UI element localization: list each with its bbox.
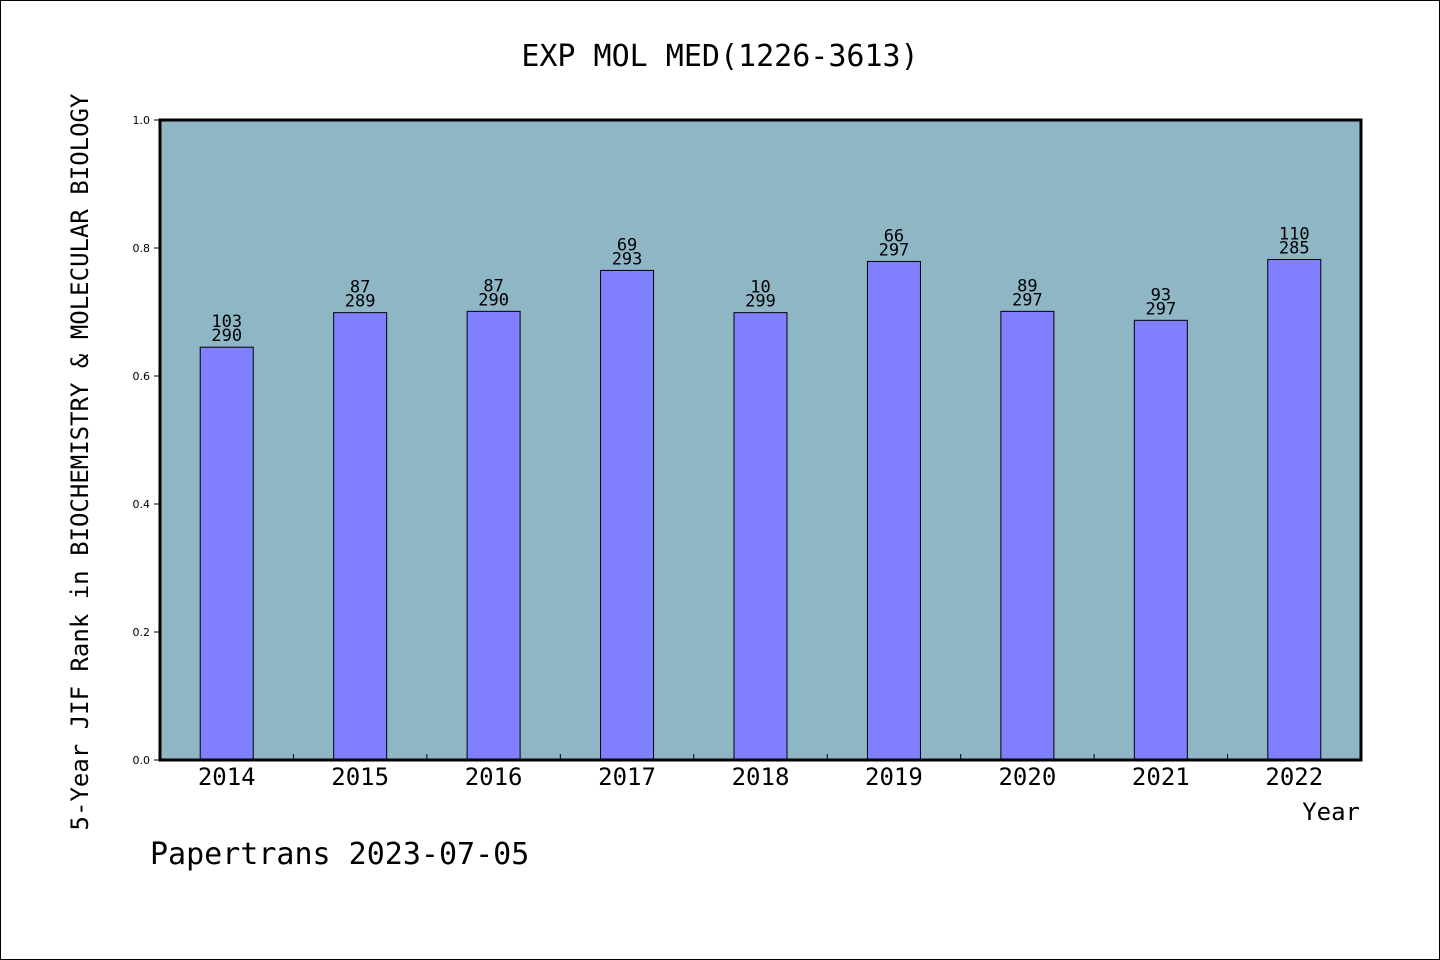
- bar-label-rank: 87: [350, 278, 370, 298]
- bar-label-total: 293: [612, 249, 643, 269]
- y-tick-label: 0.6: [133, 370, 151, 383]
- bar-label-total: 297: [879, 240, 910, 260]
- bar: [1000, 310, 1055, 761]
- bar-label-rank: 103: [211, 312, 242, 332]
- y-tick-label: 1.0: [133, 114, 151, 127]
- bar-label-total: 290: [211, 326, 242, 346]
- bar-label-rank: 69: [617, 235, 637, 255]
- y-tick-label: 0.8: [133, 242, 151, 255]
- bar: [866, 260, 921, 761]
- bar: [199, 346, 254, 761]
- x-tick-label: 2015: [331, 763, 389, 791]
- bar-label-total: 289: [345, 292, 376, 312]
- bar-label-rank: 10: [750, 278, 770, 298]
- bar-label-total: 299: [745, 292, 776, 312]
- y-tick-label: 0.0: [133, 754, 151, 767]
- x-tick-label: 2020: [998, 763, 1056, 791]
- bar: [466, 310, 521, 761]
- bar-label-rank: 110: [1279, 225, 1310, 245]
- chart-title: EXP MOL MED(1226-3613): [521, 39, 918, 74]
- bars: [199, 259, 1322, 761]
- bar-label-rank: 87: [483, 276, 503, 296]
- bar-label-total: 297: [1145, 299, 1176, 319]
- x-axis-label: Year: [1302, 798, 1360, 826]
- plot-border: [158, 118, 1363, 762]
- x-tick-label: 2022: [1265, 763, 1323, 791]
- x-tick-label: 2018: [732, 763, 790, 791]
- y-tick-label: 0.4: [133, 498, 151, 511]
- bar-label-total: 297: [1012, 290, 1043, 310]
- bar-label-rank: 89: [1017, 276, 1037, 296]
- x-tick-labels: 2014 2015 2016 2017 2018 2019 2020 2021 2022: [198, 763, 1323, 791]
- bar-label-rank: 66: [884, 226, 904, 246]
- bar: [333, 312, 388, 761]
- y-tick-label: 0.2: [133, 626, 151, 639]
- x-tick-label: 2021: [1132, 763, 1190, 791]
- x-tick-label: 2017: [598, 763, 656, 791]
- bar: [733, 312, 788, 761]
- x-tick-label: 2019: [865, 763, 923, 791]
- y-axis-ticks: 0.0 0.2 0.4 0.6 0.8 1.0: [133, 114, 160, 767]
- bar-label-rank: 93: [1151, 285, 1171, 305]
- bar: [600, 269, 655, 761]
- bar-label-total: 285: [1279, 239, 1310, 259]
- x-tick-label: 2014: [198, 763, 256, 791]
- bar: [1133, 319, 1188, 761]
- bar: [1267, 259, 1322, 761]
- x-tick-label: 2016: [465, 763, 523, 791]
- bar-label-total: 290: [478, 290, 509, 310]
- footer-credit: Papertrans 2023-07-05: [150, 837, 529, 872]
- y-axis-label: 5-Year JIF Rank in BIOCHEMISTRY & MOLECU…: [66, 93, 94, 830]
